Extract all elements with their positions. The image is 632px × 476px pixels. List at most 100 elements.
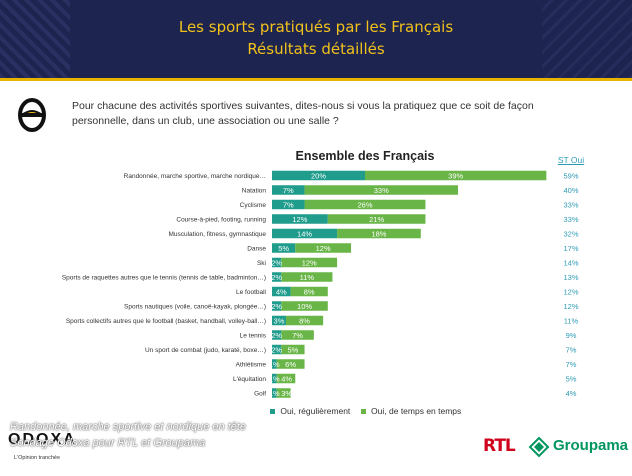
data-label-regular: 1%: [269, 389, 280, 398]
category-label: Golf: [254, 391, 266, 398]
bar-sometimes: [276, 388, 291, 398]
category-label: Un sport de combat (judo, karaté, boxe…): [145, 347, 266, 354]
category-label: Sports collectifs autres que le football…: [66, 318, 266, 325]
st-oui-value: 32%: [563, 230, 578, 239]
data-label-regular: 20%: [311, 172, 326, 181]
bar-regular: [272, 170, 365, 181]
data-label-regular: 5%: [278, 244, 289, 253]
bar-sometimes: [281, 301, 328, 311]
category-label: L'équitation: [233, 376, 266, 383]
data-label-sometimes: 26%: [357, 201, 372, 210]
data-label-regular: 2%: [271, 346, 282, 355]
legend-label-regular: Oui, régulièrement: [280, 406, 351, 416]
data-label-sometimes: 3%: [281, 389, 292, 398]
rtl-logo: RTL: [483, 436, 516, 456]
legend-item-regular: Oui, régulièrement: [270, 406, 353, 416]
data-label-regular: 1%: [269, 360, 280, 369]
bar-regular: [272, 301, 282, 311]
st-oui-value: 12%: [563, 288, 578, 297]
st-oui-header: ST Oui: [557, 155, 585, 165]
header-divider: [0, 78, 632, 81]
data-label-sometimes: 21%: [369, 215, 384, 224]
bar-sometimes: [304, 199, 426, 210]
category-label: Musculation, fitness, gymnastique: [168, 231, 266, 238]
bar-sometimes: [337, 228, 421, 239]
bar-sometimes: [276, 373, 296, 384]
header-banner: Les sports pratiqués par les Français Ré…: [0, 0, 632, 78]
category-label: Danse: [247, 246, 266, 253]
data-label-sometimes: 11%: [300, 273, 315, 282]
data-label-sometimes: 7%: [292, 331, 303, 340]
page-title: Les sports pratiqués par les Français: [178, 18, 454, 36]
category-label: Ski: [257, 260, 266, 267]
stacked-bar-chart: Randonnée, marche sportive, marche nordi…: [62, 170, 579, 398]
bar-sometimes: [365, 170, 547, 181]
data-label-sometimes: 10%: [297, 302, 312, 311]
data-label-sometimes: 6%: [285, 360, 296, 369]
bar-sometimes: [327, 214, 426, 224]
odoxa-tagline: L'Opinion tranchée: [14, 455, 60, 461]
header-pattern-right: [542, 0, 632, 78]
data-label-regular: 12%: [292, 215, 307, 224]
odoxa-logo: ODOXA: [8, 431, 77, 448]
footer-caption: Randonnée, marche sportive et nordique e…: [10, 419, 330, 451]
bar-sometimes: [295, 243, 352, 253]
bar-sometimes: [281, 344, 305, 355]
bar-regular: [272, 272, 282, 282]
bar-regular: [272, 286, 291, 297]
bar-sometimes: [276, 359, 305, 369]
groupama-logo: Groupama: [553, 437, 629, 454]
legend-swatch-sometimes: [360, 409, 366, 415]
legend-swatch-regular: [270, 409, 275, 415]
st-oui-value: 12%: [563, 302, 578, 311]
bar-regular: [272, 257, 282, 268]
st-oui-value: 7%: [566, 360, 577, 369]
data-label-sometimes: 8%: [299, 317, 310, 326]
bar-regular: [272, 344, 282, 355]
groupama-leaf-icon: [528, 436, 550, 458]
data-label-sometimes: 39%: [448, 172, 463, 181]
st-oui-value: 4%: [566, 389, 577, 398]
chart-legend: Oui, régulièrement Oui, de temps en temp…: [270, 406, 469, 416]
data-label-regular: 3%: [274, 317, 285, 326]
st-oui-value: 5%: [566, 375, 577, 384]
bar-sometimes: [290, 286, 328, 297]
bar-regular: [272, 214, 328, 224]
bar-sometimes: [281, 257, 338, 268]
data-label-regular: 7%: [283, 186, 294, 195]
data-label-sometimes: 12%: [302, 259, 317, 268]
st-oui-value: 59%: [563, 172, 578, 181]
page-subtitle: Résultats détaillés: [247, 40, 385, 58]
bar-regular: [272, 199, 305, 210]
st-oui-value: 14%: [563, 259, 578, 268]
data-label-regular: 2%: [271, 302, 282, 311]
st-oui-value: 13%: [563, 273, 578, 282]
bar-regular: [272, 243, 296, 253]
data-label-sometimes: 12%: [316, 244, 331, 253]
category-label: Course-à-pied, footing, running: [176, 217, 266, 224]
bar-regular: [272, 228, 338, 239]
legend-item-sometimes: Oui, de temps en temps: [360, 406, 461, 416]
data-label-sometimes: 8%: [304, 288, 315, 297]
chart-title: Ensemble des Français: [295, 149, 435, 163]
data-label-sometimes: 5%: [288, 346, 299, 355]
st-oui-value: 33%: [563, 201, 578, 210]
caption-line-1: Randonnée, marche sportive et nordique e…: [10, 421, 247, 433]
bar-regular: [272, 185, 305, 195]
st-oui-value: 9%: [566, 331, 577, 340]
category-label: Le football: [236, 289, 267, 296]
data-label-regular: 2%: [271, 273, 282, 282]
bar-regular: [272, 315, 286, 326]
bar-sometimes: [285, 315, 324, 326]
data-label-regular: 2%: [271, 331, 282, 340]
st-oui-value: 40%: [563, 186, 578, 195]
st-oui-value: 17%: [563, 244, 578, 253]
caption-line-2: Sondage Odoxa pour RTL et Groupama: [10, 437, 206, 449]
st-oui-value: 33%: [563, 215, 578, 224]
bar-regular: [272, 359, 277, 369]
data-label-sometimes: 18%: [371, 230, 386, 239]
bar-sometimes: [281, 272, 333, 282]
data-label-regular: 14%: [297, 230, 312, 239]
category-label: Athlétisme: [236, 362, 267, 369]
bar-sometimes: [281, 330, 314, 340]
